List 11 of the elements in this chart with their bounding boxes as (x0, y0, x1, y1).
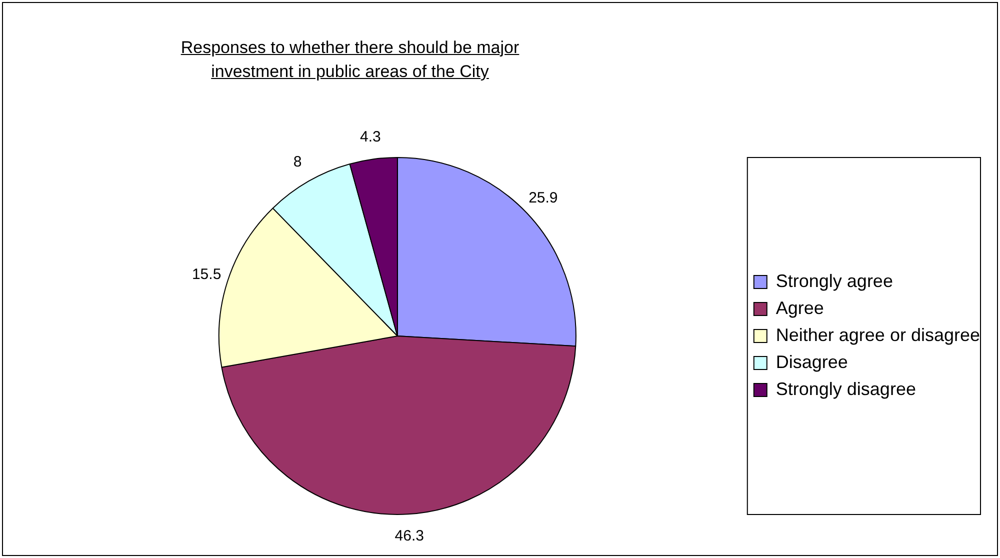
data-label: 4.3 (360, 128, 381, 146)
legend-label: Disagree (776, 352, 848, 372)
legend-label: Agree (776, 298, 824, 318)
data-label: 25.9 (528, 189, 558, 206)
legend-label: Neither agree or disagree (776, 324, 980, 345)
data-label: 8 (293, 153, 302, 170)
legend-label: Strongly agree (776, 270, 893, 291)
data-label: 15.5 (192, 266, 222, 283)
legend-label: Strongly disagree (776, 378, 916, 399)
data-label: 46.3 (394, 527, 424, 544)
chart-title: Responses to whether there should be major investment in public areas of the City (180, 37, 520, 83)
